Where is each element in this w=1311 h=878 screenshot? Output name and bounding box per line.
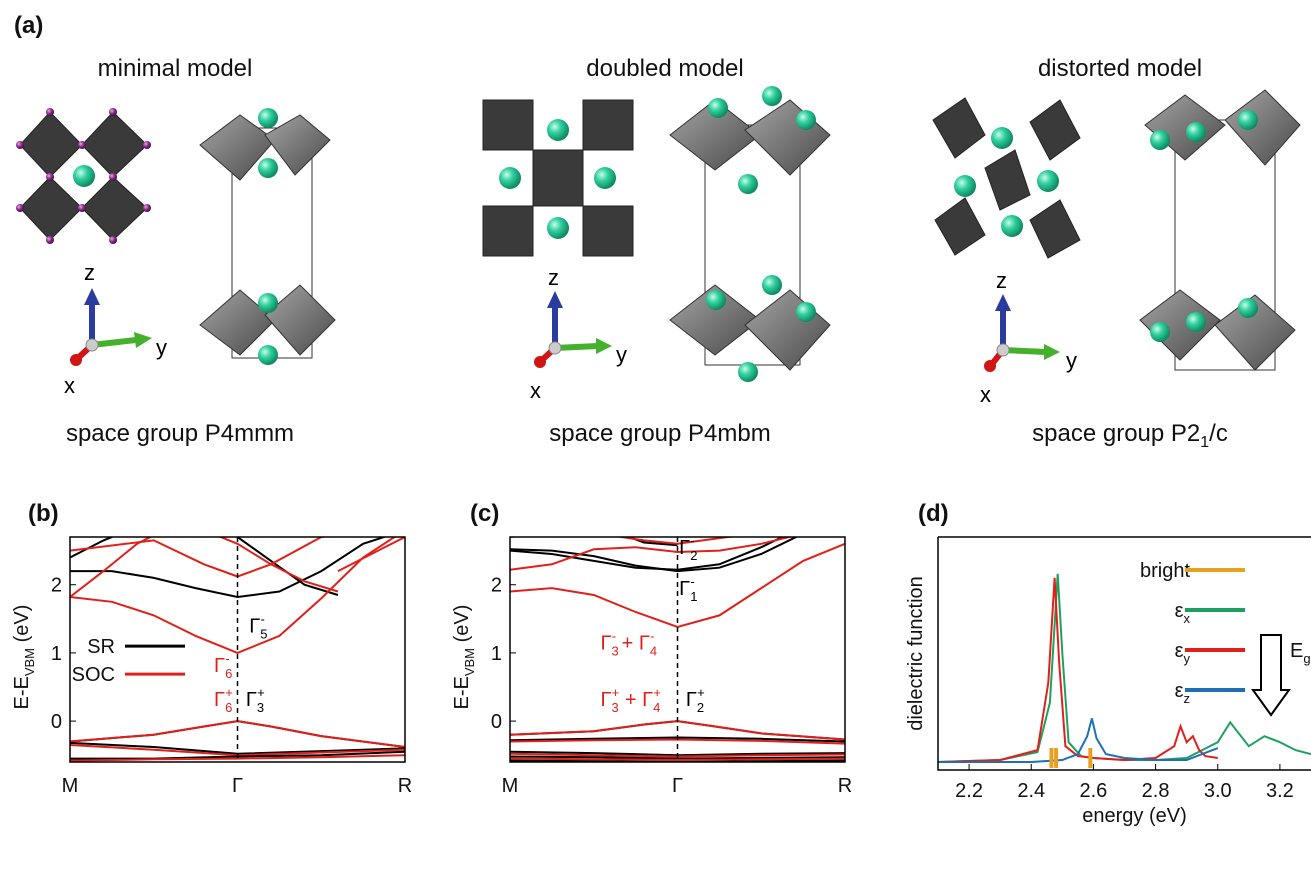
band-line-3 xyxy=(510,537,794,571)
minimal-axes: z y x xyxy=(64,260,167,398)
plot-area xyxy=(938,573,1311,763)
band-line-1 xyxy=(70,537,339,596)
x-tick-label-1: Γ xyxy=(232,775,243,797)
y-tick-label-2: 2 xyxy=(491,575,502,597)
plot-frame xyxy=(69,536,406,763)
dielectric-line-1 xyxy=(938,577,1218,763)
distorted-side-view xyxy=(1139,89,1301,371)
band-line-13 xyxy=(510,757,845,762)
dielectric-line-0 xyxy=(938,573,1311,763)
gamma-label-4: Γ2+ xyxy=(686,685,705,715)
band-gap-arrow xyxy=(1251,634,1291,717)
x-tick-label-2: R xyxy=(398,775,412,797)
doubled-top-view xyxy=(482,99,634,257)
y-axis-label: E-EVBM (eV) xyxy=(11,605,37,710)
band-line-5 xyxy=(510,537,738,545)
x-tick-label-5: 3.2 xyxy=(1266,780,1294,802)
dielectric-line-2 xyxy=(938,718,1219,763)
gamma-label-1: Γ1- xyxy=(679,574,697,604)
doubled-axes: z y x xyxy=(530,265,627,403)
distorted-model-title: distorted model xyxy=(1037,55,1203,82)
x-tick-label-0: M xyxy=(62,775,79,797)
axis-x-label: x xyxy=(64,373,75,398)
legend-label-1: SOC xyxy=(72,664,115,686)
y-tick-label-0: 0 xyxy=(491,711,502,733)
svg-text:y: y xyxy=(1066,348,1077,373)
svg-text:y: y xyxy=(616,342,627,367)
gamma-label-1: Γ6- xyxy=(214,651,232,681)
legend-label-0: SR xyxy=(87,636,115,658)
x-tick-label-0: M xyxy=(502,775,519,797)
band-structure-b: 0 1 2 M Γ R E-EVBM (eV) Γ5- Γ6- Γ6+ Γ3+ SR SOC xyxy=(11,536,412,797)
plot-frame xyxy=(509,536,846,763)
band-line-3 xyxy=(70,537,339,598)
band-line-11 xyxy=(70,754,405,762)
gamma-label-2: Γ3- + Γ4- xyxy=(600,629,657,659)
dielectric-chart-d: 2.2 2.4 2.6 2.8 3.0 3.2 energy (eV) dielectric … xyxy=(905,536,1311,827)
panel-a-letter: (a) xyxy=(14,12,44,39)
y-axis-label: dielectric function xyxy=(905,576,927,731)
minimal-space-group: space group P4mmm xyxy=(65,420,295,447)
minimal-model-title: minimal model xyxy=(97,55,253,82)
y-tick-label-0: 0 xyxy=(51,711,62,733)
x-tick-label-2: 2.6 xyxy=(1080,780,1108,802)
gamma-label-0: Γ5- xyxy=(249,611,267,641)
legend-label-2: εy xyxy=(1175,640,1191,666)
band-gap-label: Eg xyxy=(1290,640,1311,666)
svg-text:z: z xyxy=(996,268,1007,293)
gamma-label-3: Γ3+ xyxy=(246,685,265,715)
legend-label-1: εx xyxy=(1175,600,1191,626)
band-line-6 xyxy=(70,720,405,748)
gamma-label-0: Γ2- xyxy=(679,533,697,563)
band-line-5 xyxy=(337,537,405,572)
x-tick-label-3: 2.8 xyxy=(1142,780,1170,802)
x-tick-label-4: 3.0 xyxy=(1204,780,1232,802)
band-line-2 xyxy=(70,537,397,654)
y-tick-label-1: 1 xyxy=(51,643,62,665)
band-structure-c: 0 1 2 M Γ R E-EVBM (eV) Γ2- Γ1- Γ3- + Γ4- Γ3+ + Γ4… xyxy=(451,533,852,797)
panel-b-letter: (b) xyxy=(28,500,59,527)
band-line-12 xyxy=(510,755,845,760)
y-tick-label-2: 2 xyxy=(51,575,62,597)
y-tick-label-1: 1 xyxy=(491,643,502,665)
panel-c-letter: (c) xyxy=(470,500,500,527)
band-line-2 xyxy=(510,537,678,547)
x-axis-label: energy (eV) xyxy=(1082,805,1187,827)
doubled-model-title: doubled model xyxy=(586,55,744,82)
y-axis-label: E-EVBM (eV) xyxy=(451,605,477,710)
x-tick-label-1: Γ xyxy=(672,775,683,797)
crystal-structures: z y x z y x xyxy=(16,86,1301,407)
svg-text:x: x xyxy=(980,382,991,407)
doubled-side-view xyxy=(669,86,831,382)
band-line-14 xyxy=(510,759,845,762)
band-line-0 xyxy=(510,537,799,573)
minimal-side-view xyxy=(199,108,336,365)
band-line-1 xyxy=(510,537,785,571)
svg-text:z: z xyxy=(548,265,559,290)
x-tick-label-0: 2.2 xyxy=(955,780,983,802)
legend-label-0: bright xyxy=(1140,560,1190,582)
gamma-label-3: Γ3+ + Γ4+ xyxy=(600,685,660,715)
svg-text:x: x xyxy=(530,378,541,403)
distorted-space-group: space group P21/c xyxy=(1032,420,1228,451)
x-tick-label-2: R xyxy=(838,775,852,797)
gamma-label-2: Γ6+ xyxy=(214,685,233,715)
axis-z-label: z xyxy=(84,260,95,285)
x-tick-label-1: 2.4 xyxy=(1017,780,1045,802)
band-line-0 xyxy=(70,537,388,599)
plot-area xyxy=(70,537,405,762)
distorted-top-view xyxy=(932,97,1081,259)
panel-d-letter: (d) xyxy=(918,500,949,527)
minimal-top-view xyxy=(16,108,151,244)
distorted-axes: z y x xyxy=(980,268,1077,407)
band-line-7 xyxy=(70,720,405,748)
plot-frame xyxy=(937,537,1311,771)
doubled-space-group: space group P4mbm xyxy=(549,420,771,447)
axis-y-label: y xyxy=(156,335,167,360)
legend-label-3: εz xyxy=(1175,680,1190,706)
